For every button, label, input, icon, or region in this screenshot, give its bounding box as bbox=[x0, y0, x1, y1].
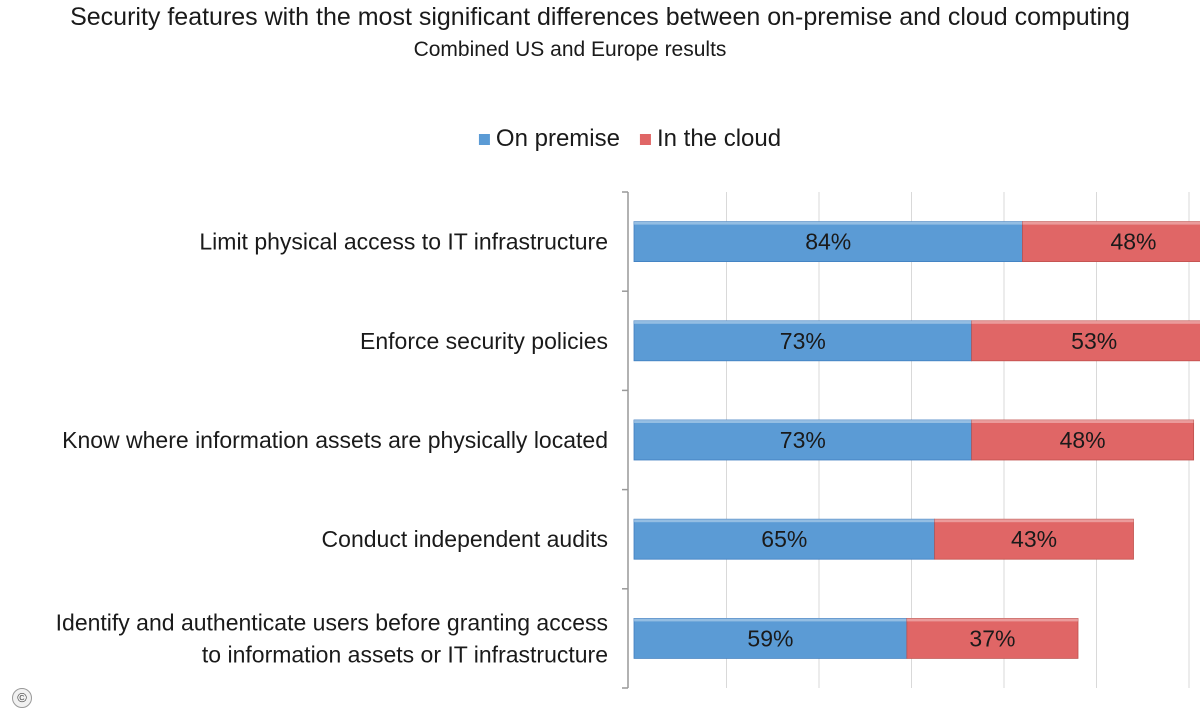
bar-on-premise bbox=[633, 618, 908, 659]
category-label-line: Know where information assets are physic… bbox=[62, 427, 608, 453]
bar-highlight bbox=[634, 519, 935, 523]
category-label-conduct-independent-audits: Conduct independent audits bbox=[322, 526, 608, 552]
bar-highlight bbox=[634, 221, 1023, 225]
legend: On premise In the cloud bbox=[469, 124, 791, 154]
category-label-enforce-security-policies: Enforce security policies bbox=[360, 328, 608, 354]
copyright-icon: © bbox=[12, 688, 32, 708]
legend-label-in-the-cloud: In the cloud bbox=[656, 125, 782, 152]
category-label-identify-and-authenticate-users-before-granting-access-to-information-assets-or-it-infrastructure: Identify and authenticate users before g… bbox=[56, 609, 608, 667]
bar-in-the-cloud bbox=[971, 419, 1195, 461]
bar-on-premise bbox=[633, 419, 973, 461]
data-label-in-the-cloud: 37% bbox=[969, 625, 1015, 651]
bar-on-premise bbox=[633, 221, 1023, 263]
legend-swatch-in-the-cloud bbox=[639, 133, 651, 145]
category-label-line: to information assets or IT infrastructu… bbox=[202, 641, 608, 667]
bar-highlight bbox=[634, 320, 972, 324]
data-label-on-premise: 65% bbox=[761, 526, 807, 552]
category-label-line: Identify and authenticate users before g… bbox=[56, 609, 608, 635]
bar-highlight bbox=[906, 618, 1078, 622]
data-label-in-the-cloud: 48% bbox=[1110, 229, 1156, 255]
category-label-limit-physical-access-to-it-infrastructure: Limit physical access to IT infrastructu… bbox=[199, 229, 608, 255]
data-label-in-the-cloud: 43% bbox=[1011, 526, 1057, 552]
data-label-on-premise: 84% bbox=[805, 229, 851, 255]
bar-in-the-cloud bbox=[934, 518, 1134, 560]
data-label-on-premise: 73% bbox=[780, 328, 826, 354]
data-label-on-premise: 59% bbox=[747, 625, 793, 651]
bar-in-the-cloud bbox=[906, 618, 1079, 659]
bar-highlight bbox=[934, 519, 1134, 523]
category-label-line: Limit physical access to IT infrastructu… bbox=[199, 229, 608, 255]
bar-highlight bbox=[634, 420, 972, 423]
legend-item-in-the-cloud: In the cloud bbox=[639, 124, 782, 154]
chart-subtitle: Combined US and Europe results bbox=[413, 38, 727, 61]
data-label-in-the-cloud: 53% bbox=[1071, 328, 1117, 354]
category-label-line: Enforce security policies bbox=[360, 328, 608, 354]
bar-highlight bbox=[971, 420, 1194, 423]
chart-title: Security features with the most signific… bbox=[70, 3, 1130, 31]
bar-on-premise bbox=[633, 320, 973, 362]
category-label-know-where-information-assets-are-physically-located: Know where information assets are physic… bbox=[62, 427, 608, 453]
data-label-on-premise: 73% bbox=[780, 427, 826, 453]
legend-swatch-on-premise bbox=[478, 133, 490, 145]
bar-in-the-cloud bbox=[971, 320, 1200, 362]
legend-item-on-premise: On premise bbox=[478, 124, 620, 154]
bar-on-premise bbox=[633, 518, 936, 560]
bar-highlight bbox=[1022, 221, 1200, 225]
legend-label-on-premise: On premise bbox=[495, 125, 620, 152]
category-label-line: Conduct independent audits bbox=[322, 526, 608, 552]
bar-highlight bbox=[634, 618, 907, 622]
data-label-in-the-cloud: 48% bbox=[1060, 427, 1106, 453]
bar-highlight bbox=[971, 320, 1200, 324]
bar-in-the-cloud bbox=[1022, 221, 1200, 263]
